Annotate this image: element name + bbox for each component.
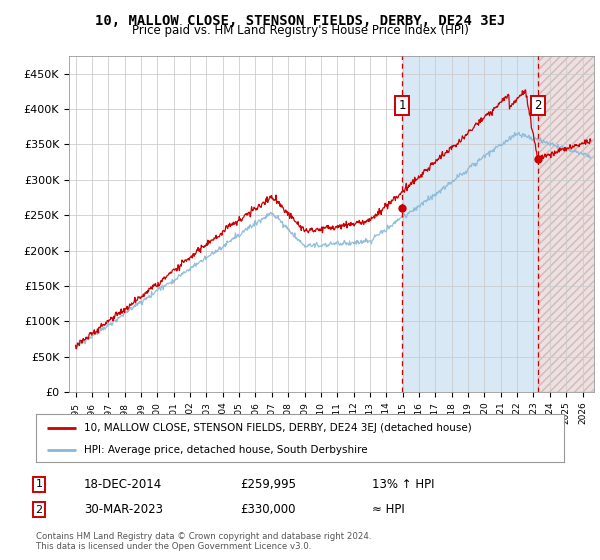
Text: This data is licensed under the Open Government Licence v3.0.: This data is licensed under the Open Gov… bbox=[36, 542, 311, 551]
Text: 13% ↑ HPI: 13% ↑ HPI bbox=[372, 478, 434, 491]
Text: 1: 1 bbox=[35, 479, 43, 489]
Text: 30-MAR-2023: 30-MAR-2023 bbox=[84, 503, 163, 516]
Text: 2: 2 bbox=[534, 99, 541, 112]
Bar bbox=[538, 56, 599, 392]
Text: HPI: Average price, detached house, South Derbyshire: HPI: Average price, detached house, Sout… bbox=[83, 445, 367, 455]
Text: 2: 2 bbox=[35, 505, 43, 515]
Text: 10, MALLOW CLOSE, STENSON FIELDS, DERBY, DE24 3EJ: 10, MALLOW CLOSE, STENSON FIELDS, DERBY,… bbox=[95, 14, 505, 28]
Text: £259,995: £259,995 bbox=[240, 478, 296, 491]
Text: 18-DEC-2014: 18-DEC-2014 bbox=[84, 478, 162, 491]
Text: ≈ HPI: ≈ HPI bbox=[372, 503, 405, 516]
Text: Contains HM Land Registry data © Crown copyright and database right 2024.: Contains HM Land Registry data © Crown c… bbox=[36, 532, 371, 541]
Text: Price paid vs. HM Land Registry's House Price Index (HPI): Price paid vs. HM Land Registry's House … bbox=[131, 24, 469, 37]
Bar bbox=[402, 56, 538, 392]
Text: £330,000: £330,000 bbox=[240, 503, 296, 516]
Text: 1: 1 bbox=[398, 99, 406, 112]
Text: 10, MALLOW CLOSE, STENSON FIELDS, DERBY, DE24 3EJ (detached house): 10, MALLOW CLOSE, STENSON FIELDS, DERBY,… bbox=[83, 423, 471, 433]
